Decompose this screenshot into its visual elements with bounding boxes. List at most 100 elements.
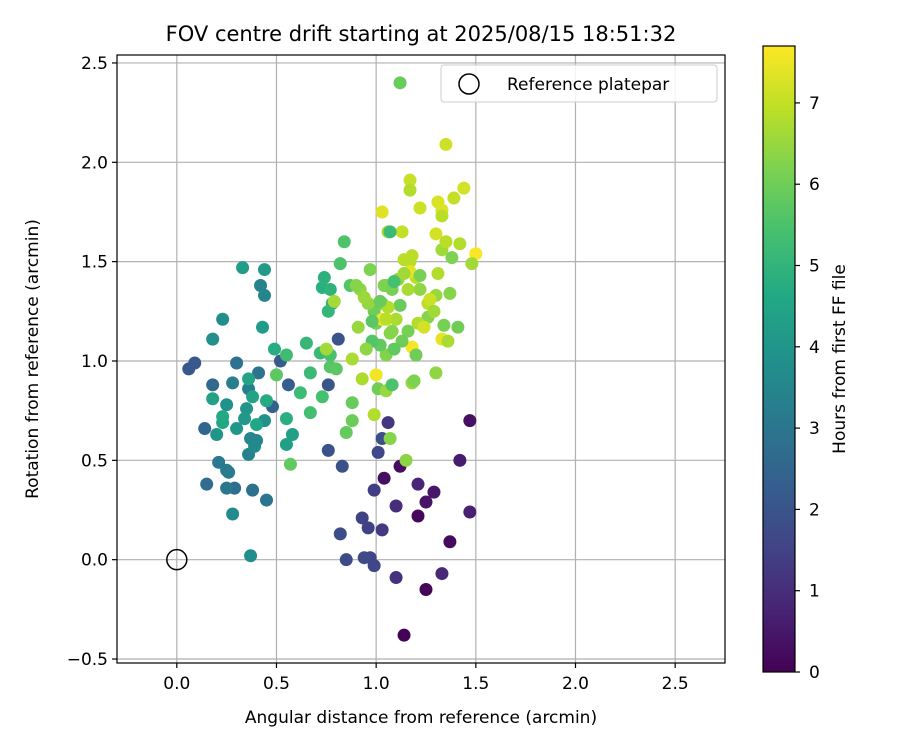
data-point: [210, 428, 224, 442]
data-point: [351, 320, 365, 334]
data-point: [319, 342, 333, 356]
data-point: [206, 332, 220, 346]
data-point: [405, 249, 419, 263]
data-point: [198, 422, 212, 436]
data-point: [411, 477, 425, 491]
data-point: [453, 237, 467, 251]
data-point: [389, 571, 403, 585]
data-point: [321, 378, 335, 392]
data-point: [397, 628, 411, 642]
colorbar-tick-label: 1: [809, 582, 820, 602]
data-point: [359, 342, 373, 356]
data-point: [250, 418, 264, 432]
data-point: [269, 368, 283, 382]
x-tick-label: 2.5: [662, 674, 689, 694]
colorbar-gradient: [762, 45, 796, 673]
data-point: [226, 507, 240, 521]
data-point: [355, 511, 369, 525]
data-point: [395, 225, 409, 239]
data-point: [327, 294, 341, 308]
data-point: [339, 553, 353, 567]
data-point: [417, 320, 431, 334]
colorbar-tick-label: 5: [809, 257, 820, 277]
data-point: [315, 390, 329, 404]
data-point: [216, 410, 230, 424]
data-point: [323, 282, 337, 296]
data-point: [279, 412, 293, 426]
data-point: [375, 523, 389, 537]
data-point: [443, 535, 457, 549]
y-tick-label: −0.5: [67, 650, 108, 670]
data-point: [395, 334, 409, 348]
data-point: [413, 269, 427, 283]
data-point: [387, 342, 401, 356]
data-point: [399, 453, 413, 467]
data-point: [222, 465, 236, 479]
data-point: [369, 368, 383, 382]
data-point: [246, 483, 260, 497]
data-point: [216, 312, 230, 326]
data-point: [367, 559, 381, 573]
data-point: [345, 352, 359, 366]
data-point: [445, 251, 459, 265]
colorbar-tick-label: 2: [809, 500, 820, 520]
data-point: [403, 183, 417, 197]
data-point: [365, 314, 379, 328]
data-point: [321, 304, 335, 318]
data-point: [363, 263, 377, 277]
data-point: [244, 549, 258, 563]
data-point: [429, 227, 443, 241]
data-point: [238, 412, 252, 426]
data-point: [303, 406, 317, 420]
data-point: [212, 455, 226, 469]
y-tick-label: 0.5: [81, 451, 108, 471]
data-point: [413, 201, 427, 215]
data-point: [379, 312, 393, 326]
data-point: [252, 366, 266, 380]
data-point: [200, 477, 214, 491]
data-point: [188, 356, 202, 370]
data-point: [381, 416, 395, 430]
data-point: [377, 471, 391, 485]
data-point: [355, 372, 369, 386]
grid-lines: [117, 55, 725, 663]
colorbar: 0 1 2 3 4 5 6 7 Hours from first FF file: [762, 45, 850, 683]
data-point: [220, 398, 234, 412]
data-point: [281, 378, 295, 392]
chart-title: FOV centre drift starting at 2025/08/15 …: [166, 22, 677, 46]
data-point: [321, 443, 335, 457]
reference-point: [166, 548, 188, 571]
data-point: [258, 263, 272, 277]
data-point: [349, 278, 363, 292]
x-tick-label: 0.5: [263, 674, 290, 694]
data-points: [182, 76, 483, 642]
data-point: [437, 318, 451, 332]
data-point: [339, 426, 353, 440]
data-point: [331, 332, 345, 346]
data-point: [407, 374, 421, 388]
data-point: [439, 235, 453, 249]
data-point: [337, 235, 351, 249]
data-point: [401, 324, 415, 338]
x-tick-label: 1.5: [462, 674, 489, 694]
data-point: [230, 356, 244, 370]
colorbar-tick-label: 0: [809, 663, 820, 683]
data-point: [427, 485, 441, 499]
data-point: [258, 288, 272, 302]
colorbar-ticks: 0 1 2 3 4 5 6 7: [795, 94, 820, 683]
y-tick-label: 1.5: [81, 253, 108, 273]
y-axis-label: Rotation from reference (arcmin): [23, 219, 43, 499]
plot-frame: [116, 54, 726, 664]
data-point: [206, 392, 220, 406]
data-point: [226, 376, 240, 390]
colorbar-tick-label: 4: [809, 338, 820, 358]
data-point: [465, 257, 479, 271]
colorbar-tick-label: 3: [809, 419, 820, 439]
data-point: [220, 481, 234, 495]
data-point: [248, 439, 262, 453]
x-tick-label: 2.0: [562, 674, 589, 694]
y-tick-label: 2.5: [81, 54, 108, 74]
data-point: [383, 225, 397, 239]
y-tick-label: 2.0: [81, 153, 108, 173]
